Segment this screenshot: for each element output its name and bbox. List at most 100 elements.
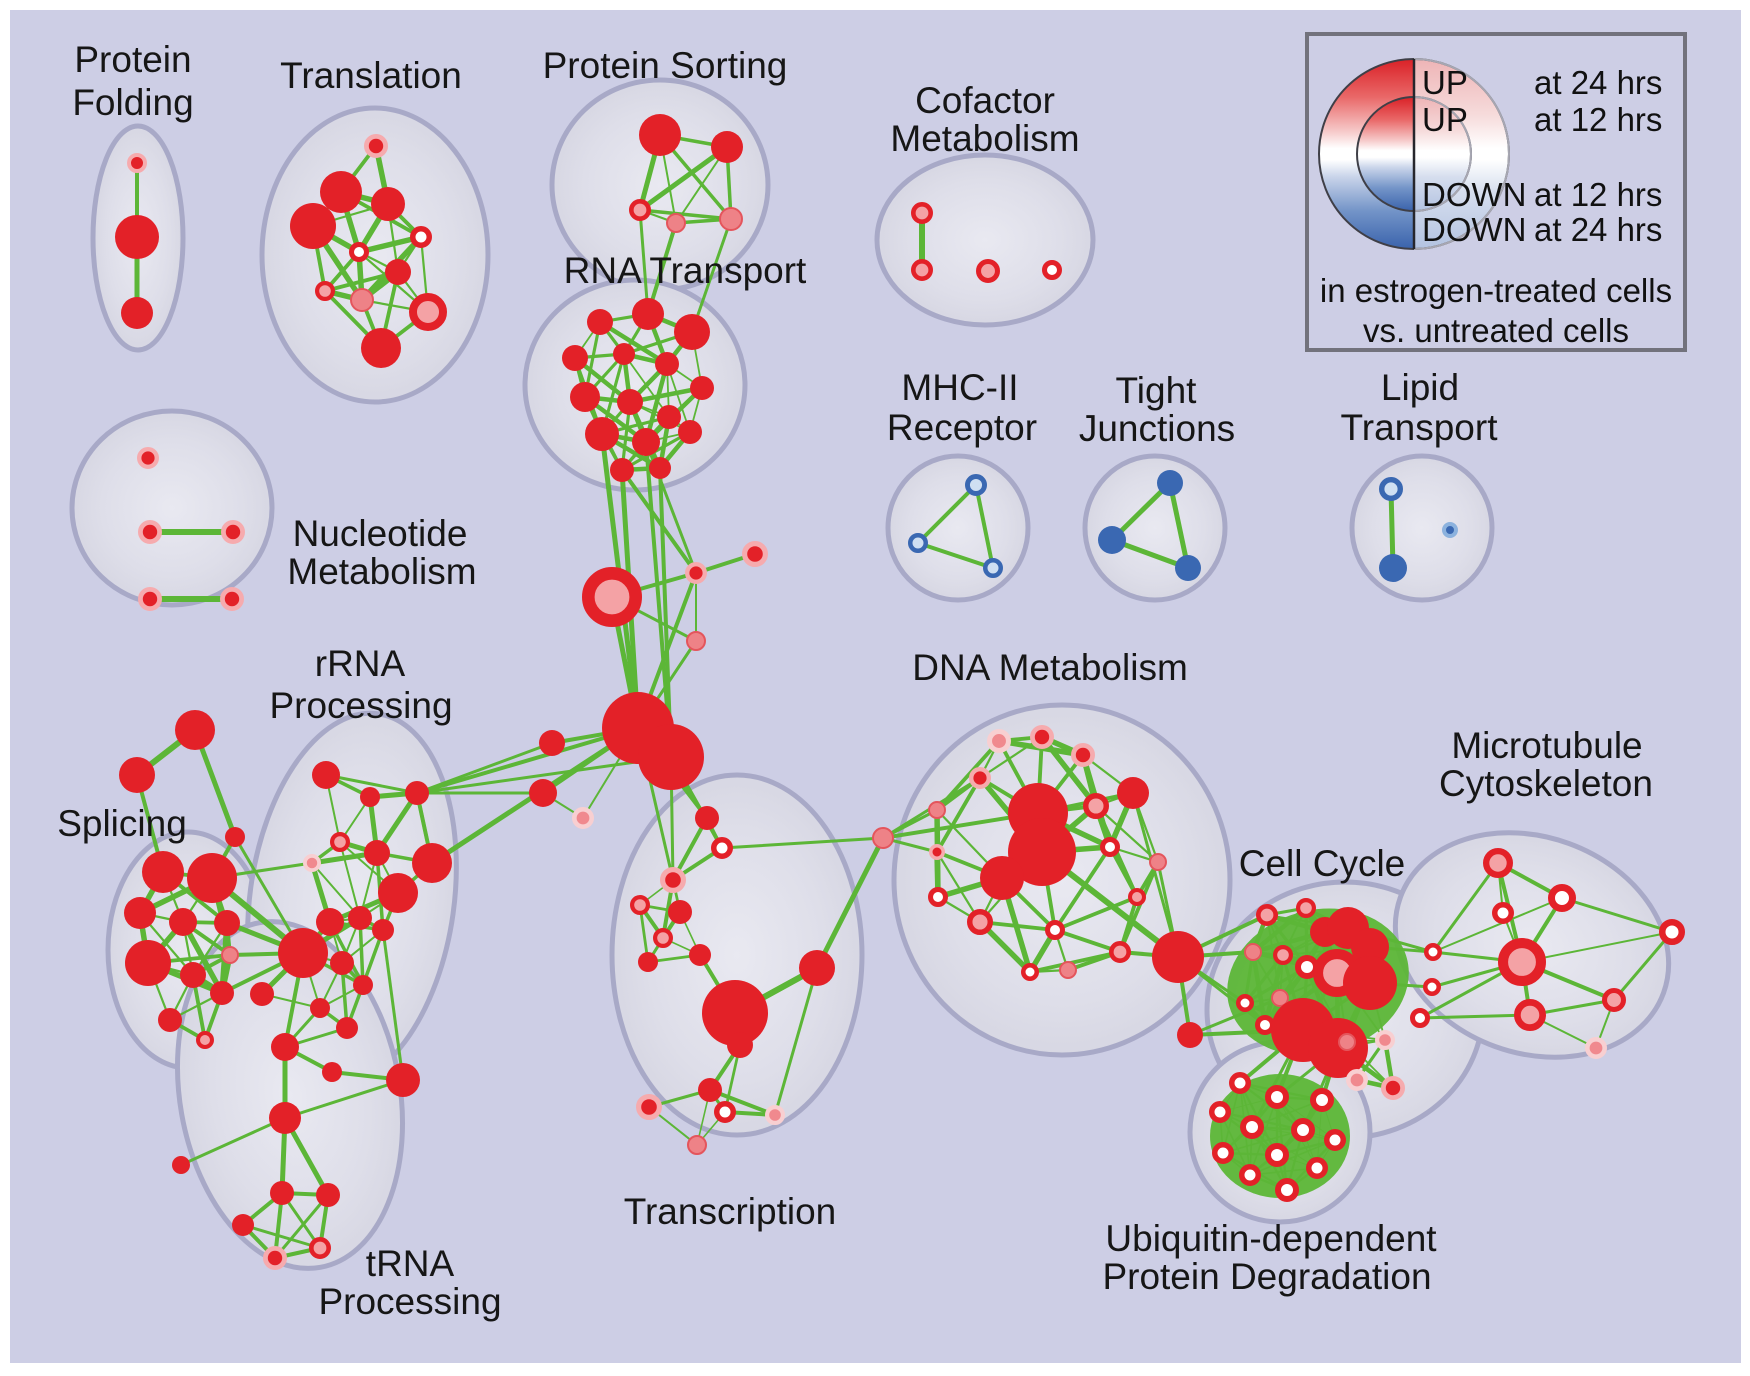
node-pink: [1271, 989, 1289, 1007]
node-ringpink: [408, 292, 447, 331]
node-bluering: [964, 474, 987, 497]
node-ringpink: [581, 566, 642, 627]
node-solid: [539, 730, 565, 756]
edge: [1167, 480, 1191, 571]
legend-outer-right-outline: [1413, 58, 1510, 250]
node-solid: [678, 420, 702, 444]
edge: [415, 755, 673, 795]
node-solid: [158, 1008, 182, 1032]
edge: [978, 735, 1044, 780]
node-solid: [312, 761, 340, 789]
legend-ring-diagram: [1318, 58, 1510, 250]
node-ringpink: [1498, 937, 1547, 986]
edge: [1243, 953, 1285, 1005]
node-palecore: [685, 562, 708, 585]
node-pink: [1244, 943, 1262, 961]
legend-footer-line2: vs. untreated cells: [1363, 312, 1629, 349]
edge: [1053, 895, 1139, 932]
node-ring: [1240, 1115, 1264, 1139]
node-solid: [250, 982, 274, 1006]
edge: [637, 144, 730, 213]
node-bluering: [1378, 477, 1403, 502]
cluster-label-mhc-ii-receptor: MHC-II: [901, 367, 1018, 408]
node-ringpink: [910, 201, 933, 224]
node-solid: [1308, 1018, 1368, 1078]
node-solid: [690, 376, 714, 400]
node-solid: [316, 1183, 340, 1207]
node-solid: [322, 1062, 342, 1082]
node-ring: [1291, 1118, 1315, 1142]
node-solid: [124, 897, 156, 929]
node-ringpink: [1272, 944, 1293, 965]
legend-inner-ring-left: [1357, 97, 1414, 211]
edge: [1250, 905, 1309, 955]
edge: [974, 483, 995, 570]
node-ring: [714, 1101, 736, 1123]
node-ring: [410, 226, 432, 248]
node-blue: [1157, 470, 1183, 496]
edge: [1249, 1167, 1318, 1176]
legend-footer-line1: in estrogen-treated cells: [1319, 272, 1673, 309]
node-pink: [872, 827, 894, 849]
edge: [690, 217, 733, 334]
edge: [241, 1223, 322, 1250]
node-solid: [668, 900, 692, 924]
node-solid: [361, 328, 401, 368]
edge: [324, 773, 419, 795]
node-solid: [386, 1063, 420, 1097]
edge: [1222, 1129, 1304, 1154]
node-solid: [405, 781, 429, 805]
node-ring: [1042, 260, 1062, 280]
node-solid: [570, 382, 600, 412]
node-solid: [638, 724, 704, 790]
node-palering: [303, 854, 322, 873]
node-solid: [360, 787, 380, 807]
node-solid: [372, 919, 394, 941]
node-solid: [187, 853, 237, 903]
node-solid: [142, 851, 184, 893]
edge: [916, 541, 995, 570]
node-ring: [1209, 1101, 1231, 1123]
cluster-label-rna-transport: RNA Transport: [564, 250, 807, 291]
node-pink: [221, 946, 239, 964]
edge: [658, 466, 673, 759]
node-solid: [378, 873, 418, 913]
node-palecore: [929, 844, 945, 860]
cluster-label-trna-processing: Processing: [318, 1281, 501, 1322]
node-ring: [1265, 1085, 1289, 1109]
node-palering: [571, 806, 594, 829]
node-solid: [711, 131, 743, 163]
node-ringpink: [629, 894, 650, 915]
node-ring: [349, 242, 369, 262]
node-ringpink: [652, 927, 673, 948]
edge: [1188, 996, 1282, 1037]
node-solid: [1343, 956, 1397, 1010]
node-palecore: [262, 1246, 287, 1271]
node-ringpink: [1513, 998, 1546, 1031]
edge: [638, 208, 733, 221]
cluster-label-microtubule-cytoskeleton: Cytoskeleton: [1439, 763, 1653, 804]
node-solid: [316, 908, 344, 936]
node-solid: [562, 345, 588, 371]
edge: [1249, 1096, 1278, 1176]
legend-time: at 24 hrs: [1534, 64, 1663, 101]
node-palering: [987, 729, 1012, 754]
node-pink: [666, 213, 686, 233]
node-solid: [674, 314, 710, 350]
nodes: [115, 114, 1685, 1271]
edge: [620, 468, 698, 575]
node-solid: [610, 458, 634, 482]
cluster-label-ubiquitin-degradation: Protein Degradation: [1102, 1256, 1431, 1297]
node-ring: [928, 887, 948, 907]
node-ring: [711, 837, 733, 859]
node-palecore: [219, 587, 244, 612]
edge: [1418, 1013, 1532, 1020]
cluster-label-cell-cycle: Cell Cycle: [1239, 843, 1406, 884]
node-palering: [1585, 1037, 1608, 1060]
legend-label: DOWN: [1422, 176, 1527, 213]
edge: [597, 319, 670, 367]
node-ring: [1021, 963, 1039, 981]
edge: [283, 1078, 405, 1120]
node-solid: [232, 1214, 254, 1236]
